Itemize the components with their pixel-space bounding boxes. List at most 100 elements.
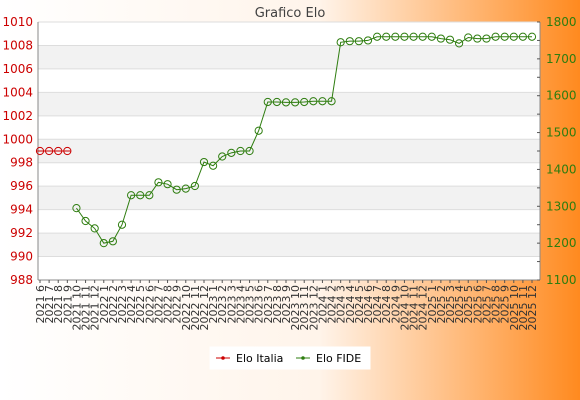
x-tick-label: 2024 4	[344, 285, 357, 324]
elo-fide-point	[509, 32, 518, 41]
elo-fide-point	[154, 178, 163, 187]
y-right-tick-label: 1300	[546, 199, 577, 213]
y-left-tick-label: 1000	[2, 132, 33, 146]
y-left-tick-label: 1002	[2, 109, 33, 123]
x-tick-label: 2023 1	[207, 285, 220, 324]
elo-fide-point	[199, 157, 209, 167]
elo-fide-point	[518, 32, 527, 41]
elo-italia-point	[63, 146, 72, 156]
x-tick-label: 2022 4	[125, 285, 138, 324]
x-tick-label: 2025 8	[490, 285, 503, 324]
x-tick-label: 2025 6	[471, 285, 484, 324]
elo-fide-point	[245, 146, 254, 156]
x-tick-label: 2024 8	[380, 285, 393, 324]
x-tick-label: 2023 10	[289, 285, 302, 331]
x-tick-label: 2023 9	[280, 285, 293, 324]
elo-fide-point	[318, 97, 327, 106]
x-tick-label: 2025 1	[426, 285, 439, 324]
x-tick-label: 2022 11	[189, 285, 202, 331]
y-left-tick-label: 1008	[2, 38, 33, 52]
elo-fide-point	[127, 191, 136, 200]
plot-band	[38, 139, 540, 163]
y-left-tick-label: 1006	[2, 62, 33, 76]
elo-fide-point	[373, 32, 382, 41]
elo-fide-point	[409, 32, 418, 41]
plot-band	[38, 22, 540, 46]
elo-fide-point	[309, 97, 318, 106]
y-left-tick-label: 994	[10, 203, 33, 217]
x-tick-label: 2025 4	[453, 285, 466, 324]
y-left-tick-label: 992	[10, 226, 33, 240]
plot-band	[38, 186, 540, 210]
elo-fide-point	[81, 216, 90, 226]
x-tick-label: 2021 7	[43, 285, 56, 324]
plot-band	[38, 115, 540, 140]
x-tick-label: 2024 1	[316, 285, 329, 324]
elo-fide-point	[363, 36, 373, 45]
elo-fide-point	[254, 126, 263, 135]
elo-fide-point	[436, 34, 445, 43]
elo-fide-point	[218, 152, 227, 161]
x-tick-label: 2021 12	[89, 285, 102, 331]
x-tick-label: 2022 12	[198, 285, 211, 331]
x-tick-label: 2025 5	[462, 285, 475, 324]
elo-fide-point	[163, 180, 172, 189]
y-right-tick-label: 1100	[546, 273, 577, 287]
elo-fide-point	[473, 34, 482, 43]
legend-marker-elo-italia	[221, 356, 225, 360]
elo-fide-point	[418, 32, 427, 41]
x-tick-label: 2025 12	[526, 285, 539, 331]
x-tick-label: 2023 4	[234, 285, 247, 324]
x-tick-label: 2022 5	[134, 285, 147, 324]
plot-band	[38, 209, 540, 234]
elo-fide-point	[445, 35, 455, 44]
x-tick-label: 2025 10	[508, 285, 521, 331]
x-tick-label: 2024 2	[326, 285, 339, 324]
y-right-tick-label: 1600	[546, 89, 577, 103]
x-tick-label: 2022 7	[152, 285, 165, 324]
elo-fide-point	[491, 32, 500, 41]
elo-fide-point	[455, 39, 464, 48]
legend-marker-elo-fide	[301, 356, 305, 360]
elo-fide-point	[181, 184, 190, 193]
elo-fide-point	[427, 32, 436, 41]
chart-legend: Elo Italia Elo FIDE	[209, 346, 371, 370]
elo-fide-point	[382, 32, 391, 41]
x-tick-label: 2022 2	[107, 285, 120, 324]
x-tick-label: 2022 10	[180, 285, 193, 331]
elo-fide-point	[263, 97, 272, 107]
x-tick-label: 2023 3	[225, 285, 238, 324]
elo-fide-point	[72, 204, 81, 213]
elo-fide-point	[145, 191, 154, 200]
elo-italia-point	[54, 146, 63, 156]
x-tick-label: 2025 9	[499, 285, 512, 324]
x-tick-label: 2025 2	[435, 285, 448, 324]
x-tick-label: 2022 8	[162, 285, 175, 324]
y-right-tick-label: 1800	[546, 15, 577, 29]
x-tick-label: 2023 7	[262, 285, 275, 324]
plot-band	[38, 68, 540, 93]
elo-fide-point	[354, 37, 363, 46]
x-tick-label: 2022 3	[116, 285, 129, 324]
y-left-tick-label: 990	[10, 250, 33, 264]
x-tick-label: 2025 3	[444, 285, 457, 324]
y-left-tick-label: 1004	[2, 85, 33, 99]
x-tick-label: 2023 12	[307, 285, 320, 331]
elo-fide-point	[345, 37, 354, 46]
elo-italia-point	[45, 146, 54, 156]
elo-fide-point	[500, 32, 509, 41]
elo-fide-point	[400, 32, 409, 41]
elo-fide-point	[117, 220, 127, 229]
y-right-tick-label: 1500	[546, 126, 577, 140]
legend-label-elo-fide: Elo FIDE	[316, 352, 361, 365]
elo-fide-point	[136, 191, 145, 200]
x-tick-label: 2022 6	[143, 285, 156, 324]
x-tick-label: 2021 6	[34, 285, 47, 324]
x-tick-label: 2025 7	[480, 285, 493, 324]
elo-fide-point	[108, 237, 117, 246]
x-tick-label: 2023 8	[271, 285, 284, 324]
elo-italia-point	[35, 146, 45, 156]
y-right-tick-label: 1700	[546, 52, 577, 66]
